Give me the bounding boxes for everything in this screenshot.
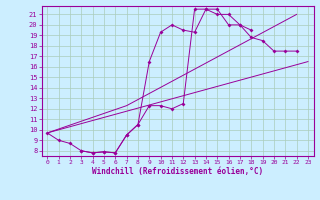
X-axis label: Windchill (Refroidissement éolien,°C): Windchill (Refroidissement éolien,°C)	[92, 167, 263, 176]
